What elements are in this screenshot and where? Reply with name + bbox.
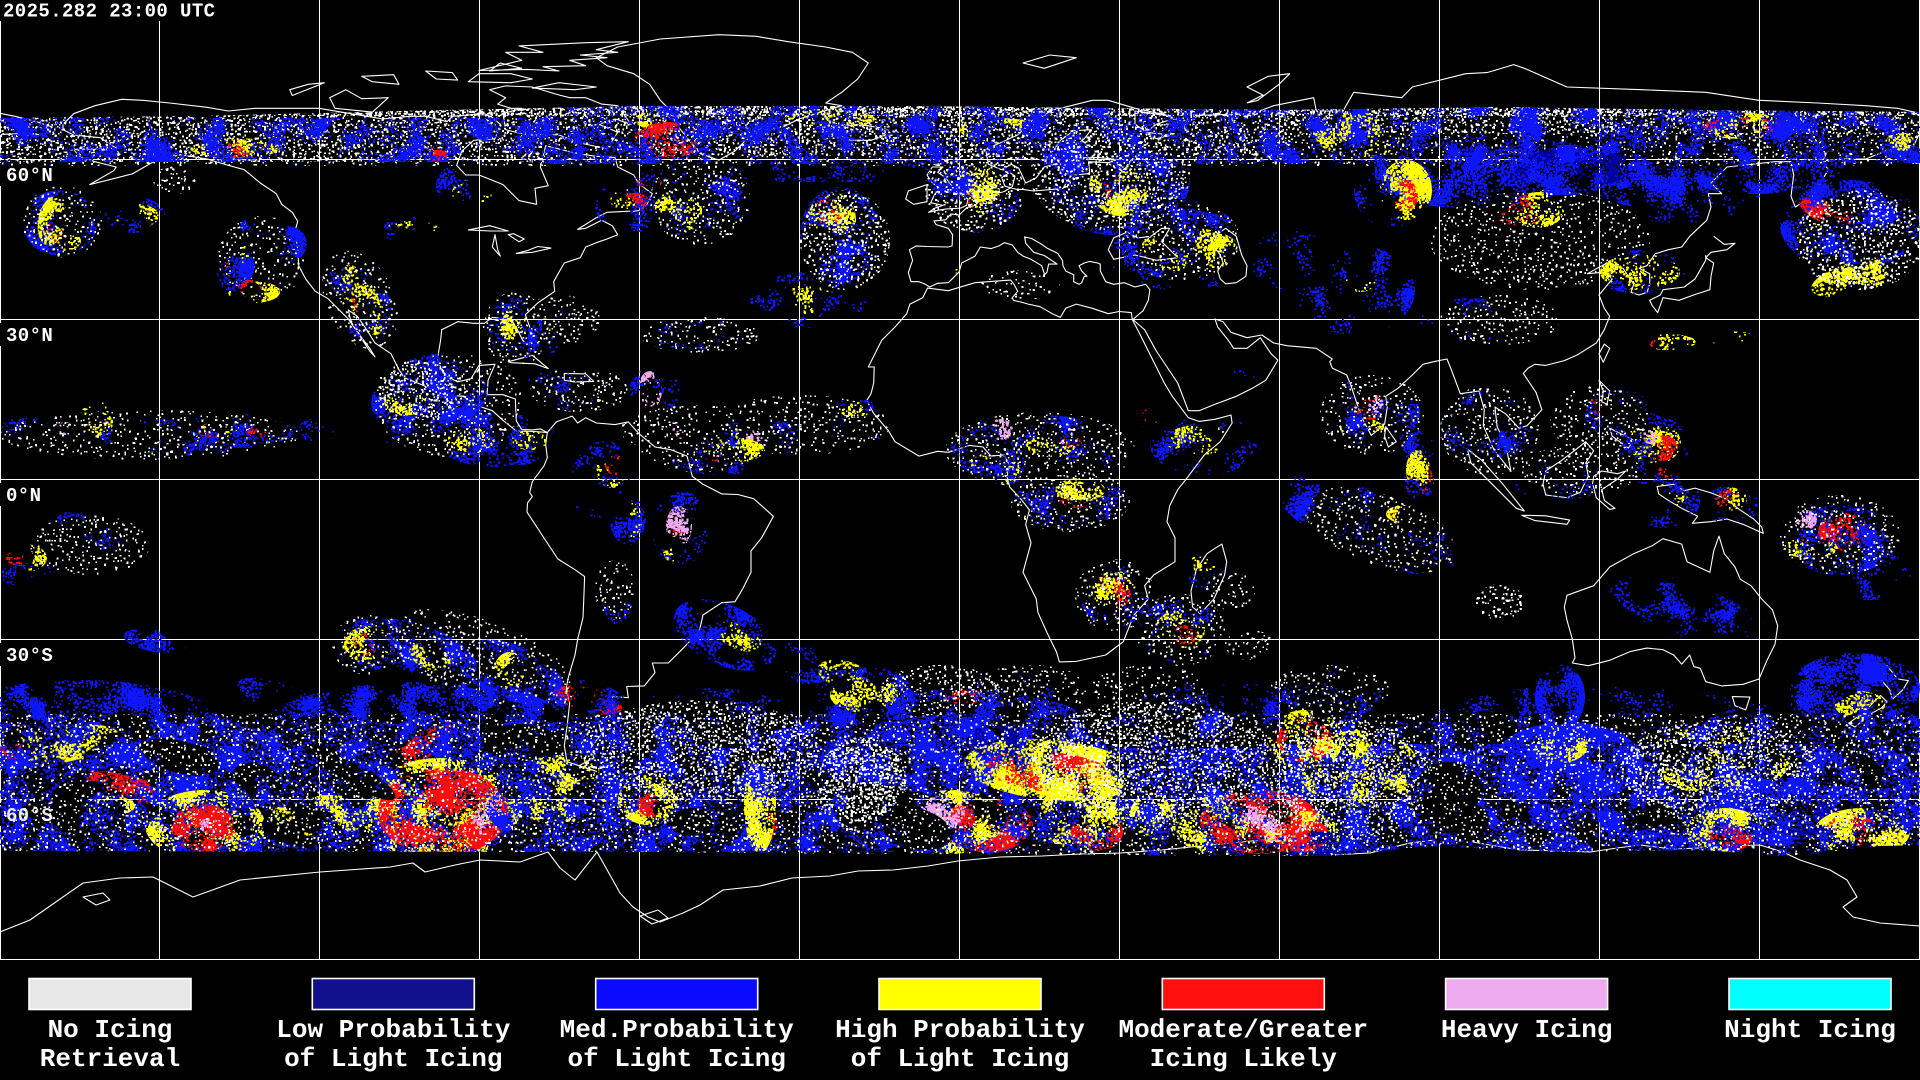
svg-text:Med.Probability: Med.Probability (560, 1015, 794, 1045)
svg-text:Heavy Icing: Heavy Icing (1441, 1015, 1613, 1045)
svg-text:Icing Likely: Icing Likely (1150, 1044, 1338, 1074)
svg-text:0°N: 0°N (6, 485, 41, 507)
svg-text:2025.282 23:00 UTC: 2025.282 23:00 UTC (3, 1, 215, 23)
svg-text:Night Icing: Night Icing (1724, 1015, 1896, 1045)
svg-text:Retrieval: Retrieval (40, 1044, 180, 1074)
svg-text:60°N: 60°N (6, 165, 53, 187)
svg-text:Low Probability: Low Probability (276, 1015, 510, 1045)
svg-text:High Probability: High Probability (835, 1015, 1085, 1045)
svg-text:of Light Icing: of Light Icing (851, 1044, 1069, 1074)
svg-text:60°S: 60°S (6, 805, 53, 827)
svg-text:of Light Icing: of Light Icing (567, 1044, 785, 1074)
svg-text:30°S: 30°S (6, 645, 53, 667)
svg-text:No Icing: No Icing (48, 1015, 173, 1045)
svg-text:Moderate/Greater: Moderate/Greater (1118, 1015, 1368, 1045)
svg-text:of Light Icing: of Light Icing (284, 1044, 502, 1074)
svg-text:30°N: 30°N (6, 325, 53, 347)
